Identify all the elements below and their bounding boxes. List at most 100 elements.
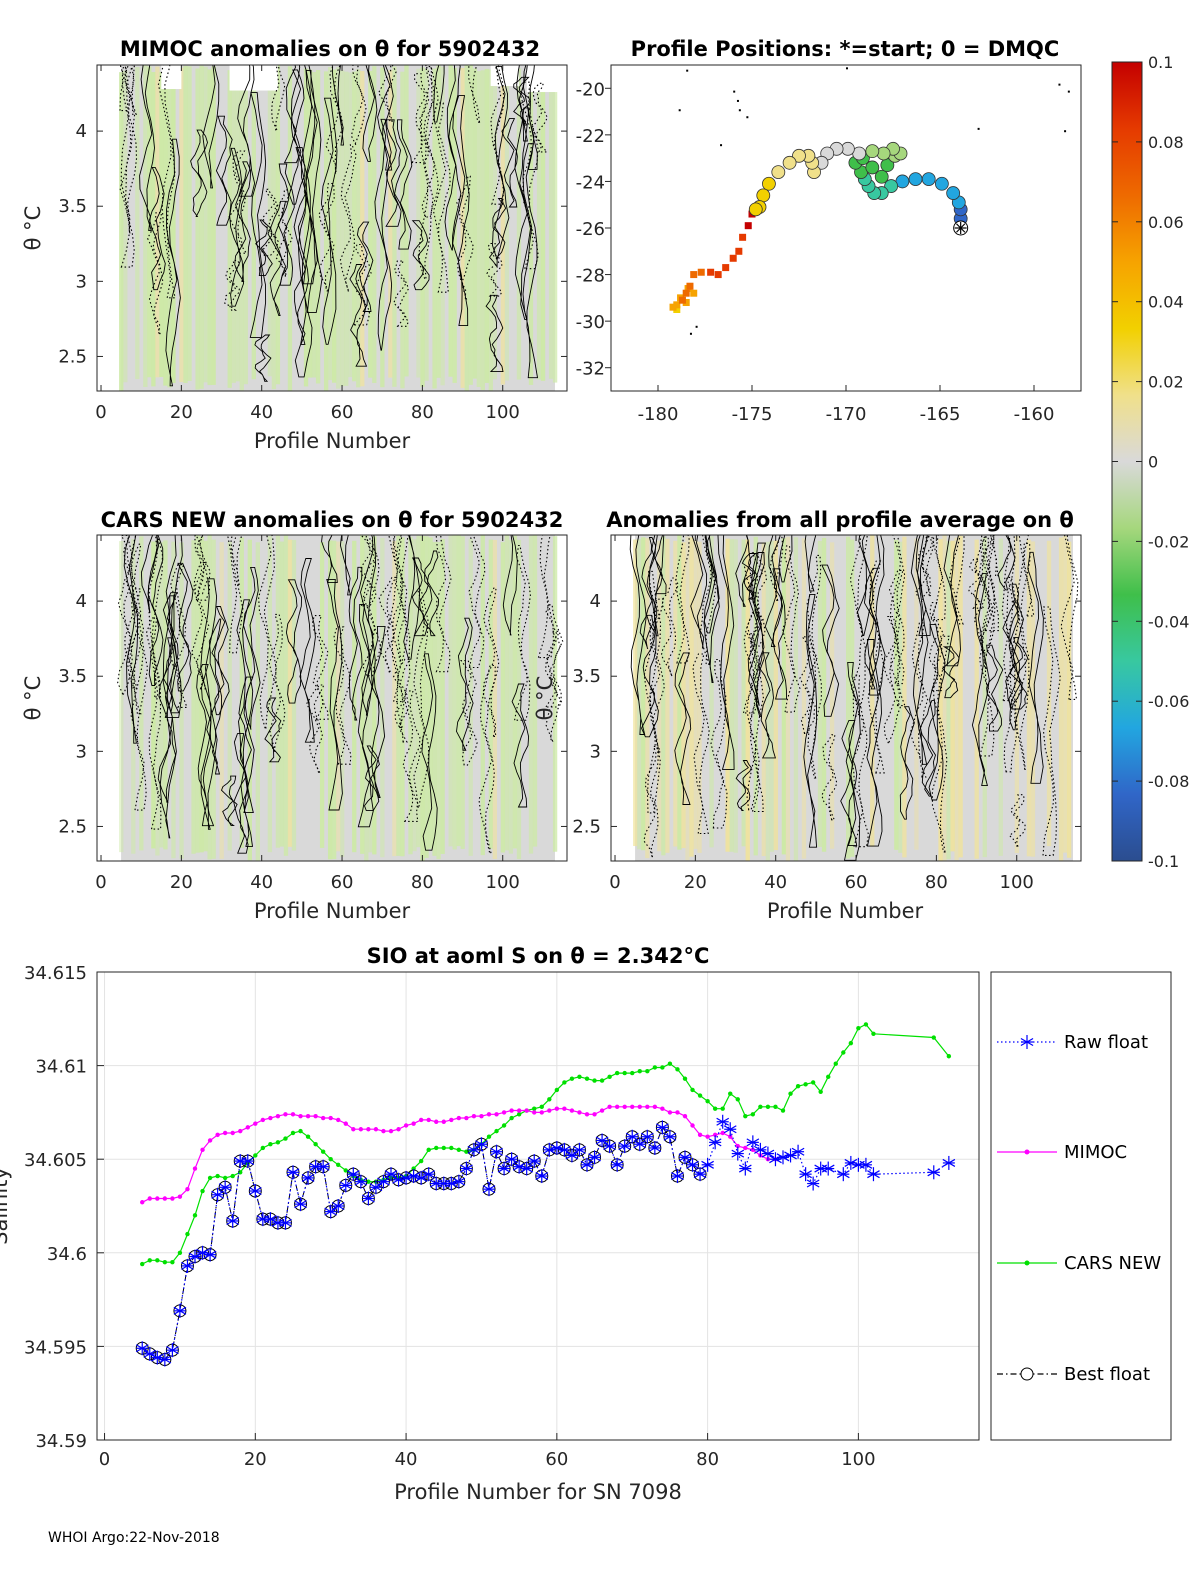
- data-point: [856, 1025, 861, 1031]
- position-marker-square: [735, 247, 743, 255]
- colorbar-tick-label: -0.04: [1148, 612, 1189, 631]
- anomaly-band: [372, 66, 377, 383]
- cars-anomaly-title: CARS NEW anomalies on θ for 5902432: [101, 508, 564, 532]
- data-point: [743, 1113, 748, 1119]
- data-point: [667, 1061, 673, 1066]
- anomaly-band: [484, 68, 489, 383]
- anomaly-contour: [928, 624, 946, 801]
- position-marker-square: [714, 271, 722, 279]
- anomaly-band: [195, 68, 200, 390]
- data-point: [539, 1110, 544, 1115]
- anomaly-contour: [320, 97, 338, 345]
- anomaly-contour: [516, 65, 528, 142]
- anomaly-contour: [356, 221, 374, 312]
- anomaly-band: [424, 69, 429, 381]
- anomaly-contour: [968, 559, 986, 609]
- x-tick-label: 60: [545, 1449, 568, 1470]
- anomaly-contour: [421, 66, 439, 218]
- avg-anomaly-ylabel: θ °C: [533, 676, 557, 721]
- y-tick-label: 4: [76, 121, 87, 142]
- data-point: [170, 1196, 175, 1201]
- data-point: [871, 1031, 876, 1036]
- data-point: [177, 1250, 183, 1256]
- position-marker-square: [739, 233, 747, 241]
- data-point: [222, 1130, 228, 1136]
- anomaly-contour: [986, 644, 1004, 732]
- data-point: [630, 1070, 635, 1076]
- x-tick-label: 20: [170, 872, 193, 893]
- anomaly-contour: [299, 558, 316, 743]
- anomaly-contour: [641, 614, 659, 738]
- salinity-plot-area: [97, 972, 979, 1440]
- data-point: [818, 1089, 823, 1095]
- anomaly-contour: [868, 535, 886, 696]
- colorbar-tick-label: -0.06: [1148, 692, 1189, 711]
- anomaly-contour: [919, 699, 936, 797]
- data-point: [381, 1128, 386, 1134]
- x-tick-label: 40: [250, 872, 273, 893]
- x-tick-label: 100: [486, 872, 520, 893]
- profile-positions-ticks: -180 -175 -170 -165 -160 -20 -22 -24 -26 -28 -30 -3…: [576, 79, 1055, 425]
- anomaly-band: [159, 541, 164, 848]
- anomaly-contour: [233, 733, 249, 854]
- anomaly-contour: [331, 65, 345, 146]
- data-point: [290, 1130, 296, 1136]
- data-point: [366, 1179, 371, 1184]
- anomaly-contour: [211, 606, 230, 716]
- anomaly-band: [388, 70, 393, 378]
- colorbar-tick-label: 0: [1148, 453, 1158, 472]
- data-point: [185, 1231, 190, 1237]
- anomaly-contour: [513, 544, 531, 721]
- y-tick-label: -20: [576, 79, 605, 100]
- anomaly-band: [211, 539, 216, 859]
- anomaly-band: [380, 538, 385, 858]
- avg-anomaly-axes-box: [610, 534, 1082, 862]
- data-point: [532, 1110, 537, 1115]
- anomaly-band: [476, 71, 481, 387]
- anomaly-band: [793, 537, 799, 861]
- anomaly-contour: [242, 566, 261, 730]
- anomaly-band: [456, 535, 461, 847]
- data-point: [140, 1200, 145, 1205]
- salinity-title: SIO at aoml S on θ = 2.342°C: [367, 944, 710, 968]
- anomaly-contour: [411, 557, 429, 637]
- anomaly-contour: [123, 535, 142, 689]
- anomaly-band: [633, 539, 638, 847]
- anomaly-band: [488, 69, 493, 391]
- mimoc-anomaly-panel: MIMOC anomalies on θ for 5902432 0 20 40 60…: [21, 37, 568, 453]
- x-tick-label: 60: [845, 872, 868, 893]
- data-point: [577, 1074, 582, 1080]
- anomaly-contour: [747, 542, 767, 706]
- avg-anomaly-field: [629, 535, 1079, 861]
- data-point: [260, 1145, 266, 1151]
- anomaly-band: [870, 535, 875, 847]
- data-point: [471, 1113, 477, 1119]
- data-point: [532, 1106, 537, 1111]
- anomaly-contour: [357, 603, 374, 828]
- x-tick-label: 0: [95, 402, 106, 423]
- anomaly-contour: [648, 598, 665, 753]
- anomaly-band: [311, 71, 317, 378]
- data-point: [456, 1115, 462, 1121]
- y-tick-label: -22: [576, 126, 605, 147]
- anomaly-contour: [411, 220, 430, 291]
- data-point: [569, 1108, 575, 1113]
- data-point: [373, 1127, 379, 1132]
- profile-positions-marks: [669, 141, 969, 313]
- data-point: [230, 1130, 235, 1136]
- anomaly-band: [974, 539, 979, 859]
- y-tick-label: 3: [76, 741, 87, 762]
- y-tick-label: 34.605: [24, 1150, 87, 1171]
- x-tick-label: -175: [732, 404, 773, 425]
- data-point: [569, 1076, 575, 1081]
- anomaly-contour: [523, 65, 538, 170]
- anomaly-contour: [717, 535, 735, 770]
- data-point: [592, 1078, 597, 1083]
- position-marker-square: [673, 301, 681, 309]
- data-point: [705, 1098, 710, 1104]
- anomaly-contour: [1018, 535, 1035, 617]
- anomaly-contour: [643, 570, 662, 814]
- y-tick-label: -32: [576, 359, 605, 380]
- anomaly-gap: [526, 65, 567, 93]
- data-point: [140, 1261, 145, 1267]
